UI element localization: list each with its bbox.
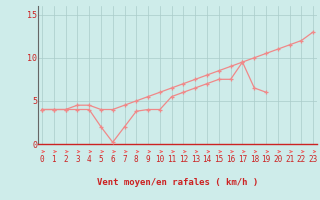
- X-axis label: Vent moyen/en rafales ( km/h ): Vent moyen/en rafales ( km/h ): [97, 178, 258, 187]
